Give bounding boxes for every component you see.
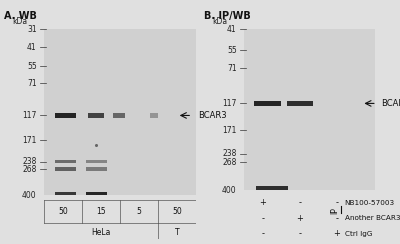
Text: NB100-57003: NB100-57003 xyxy=(345,200,395,206)
Text: 171: 171 xyxy=(22,136,37,144)
Text: -: - xyxy=(261,214,264,223)
Text: +: + xyxy=(259,198,266,207)
Text: +: + xyxy=(296,214,303,223)
Bar xyxy=(44,29,196,195)
Text: kDa: kDa xyxy=(12,17,27,26)
Text: 238: 238 xyxy=(222,149,237,158)
Text: 117: 117 xyxy=(222,99,237,108)
Text: 268: 268 xyxy=(22,165,37,174)
Text: 238: 238 xyxy=(22,157,37,166)
Text: 268: 268 xyxy=(222,158,237,166)
Text: 71: 71 xyxy=(27,79,37,88)
Text: 15: 15 xyxy=(96,207,106,216)
Text: 31: 31 xyxy=(27,25,37,34)
Bar xyxy=(254,101,281,106)
Bar xyxy=(86,160,107,163)
Text: -: - xyxy=(261,229,264,238)
Text: 400: 400 xyxy=(22,191,37,200)
Text: HeLa: HeLa xyxy=(92,228,111,237)
Text: -: - xyxy=(298,198,301,207)
Text: Ctrl IgG: Ctrl IgG xyxy=(345,231,372,237)
Text: 5: 5 xyxy=(137,207,142,216)
Text: A. WB: A. WB xyxy=(4,11,37,21)
Text: Another BCAR3 Ab: Another BCAR3 Ab xyxy=(345,215,400,221)
Text: -: - xyxy=(335,198,338,207)
Text: kDa: kDa xyxy=(212,17,227,26)
Text: 50: 50 xyxy=(58,207,68,216)
Text: 50: 50 xyxy=(172,207,182,216)
Text: +: + xyxy=(333,229,340,238)
Bar xyxy=(256,186,288,194)
Text: B. IP/WB: B. IP/WB xyxy=(204,11,251,21)
Text: 41: 41 xyxy=(227,25,237,34)
Text: -: - xyxy=(298,229,301,238)
Text: -: - xyxy=(335,214,338,223)
Text: 400: 400 xyxy=(222,186,237,195)
Text: IP: IP xyxy=(330,207,340,214)
Bar xyxy=(150,113,158,118)
Text: 171: 171 xyxy=(222,126,237,135)
Text: 71: 71 xyxy=(227,64,237,73)
Text: 117: 117 xyxy=(22,111,37,120)
Text: BCAR3: BCAR3 xyxy=(381,99,400,108)
Text: 55: 55 xyxy=(27,62,37,71)
Bar xyxy=(286,101,314,106)
Bar xyxy=(88,113,104,118)
Bar xyxy=(55,167,76,171)
Text: T: T xyxy=(175,228,179,237)
Bar xyxy=(86,192,107,199)
Text: 55: 55 xyxy=(227,46,237,55)
Bar xyxy=(55,160,76,163)
Bar xyxy=(55,113,76,118)
Text: 41: 41 xyxy=(27,43,37,52)
Bar xyxy=(113,113,125,118)
Text: BCAR3: BCAR3 xyxy=(198,111,226,120)
Bar xyxy=(86,167,107,171)
Bar xyxy=(55,192,76,199)
Bar xyxy=(244,29,375,190)
